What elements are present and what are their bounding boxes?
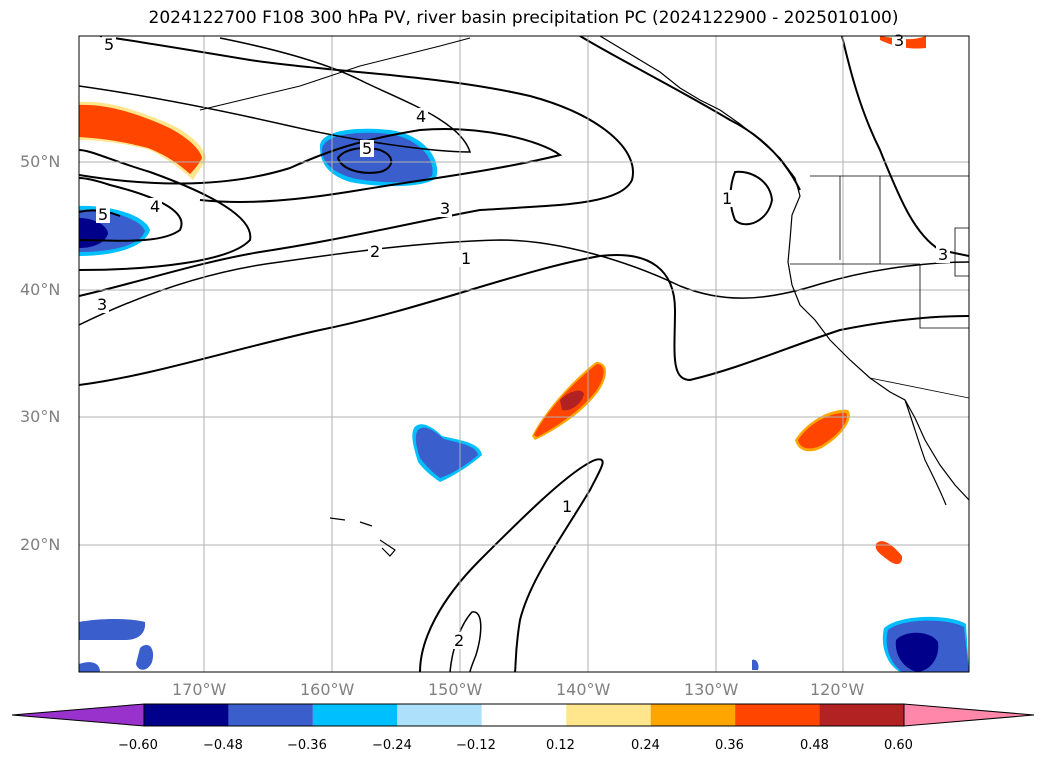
contour-label-bg [102,36,116,53]
map-frame [78,35,970,673]
lon-label-150w: 150°W [428,680,483,699]
contour-labels: 5 5 4 5 4 3 2 1 1 3 3 1 2 3 [95,31,950,650]
contour-label: 3 [938,245,948,264]
contour-label: 3 [97,295,107,314]
aleutian-chain [199,37,471,111]
lat-label-20n: 20°N [20,535,61,554]
border-box [954,227,969,277]
pos-region-strong [79,104,202,174]
colorbar-tick: −0.60 [118,738,158,753]
contour-4-left [79,177,183,242]
ocean-background [79,36,969,672]
contour-label-bg [459,250,473,267]
colorbar-tick: 0.60 [884,738,913,753]
colorbar-frame [143,703,905,727]
contour-3-left [79,149,252,271]
lon-label-170w: 170°W [172,680,227,699]
colorbar-extend-high [903,703,1035,727]
contour-4-mid [79,128,563,203]
north-america-coast [599,36,969,501]
state-borders [790,175,969,329]
contour-label-bg [438,200,452,217]
contour-2 [79,36,634,297]
contour-label-bg [96,206,110,223]
neg-region-mid [415,427,478,478]
lat-label-40n: 40°N [20,280,61,299]
contour-label-bg [148,198,162,215]
colorbar-tick: 0.24 [631,738,660,753]
colorbar-segment [566,704,651,726]
lon-label-120w: 120°W [810,680,865,699]
contour-label: 5 [104,35,114,54]
contour-label: 4 [150,197,160,216]
colorbar-segment [819,704,904,726]
lat-label-30n: 30°N [20,407,61,426]
colorbar-segment [312,704,398,726]
colorbar-segment [228,704,313,726]
contour-coast-north [579,36,801,191]
contour-label: 2 [370,242,380,261]
map-title: 2024122700 F108 300 hPa PV, river basin … [148,8,899,28]
colorbar-tick: 0.12 [546,738,575,753]
contour-label: 1 [461,249,471,268]
contour-label: 1 [722,189,732,208]
colorbar-tick: −0.12 [456,738,496,753]
colorbar-tick: −0.36 [287,738,327,753]
colorbar-segment [144,704,229,726]
contour-label-bg [936,246,950,263]
contour-1 [79,254,969,386]
lat-label-50n: 50°N [20,152,61,171]
colorbar-tick: −0.48 [203,738,243,753]
contour-label-bg [368,243,382,260]
baja-peninsula [904,399,947,506]
colorbar-segment [397,704,482,726]
contour-label: 5 [362,139,372,158]
neg-region-strong [895,632,939,672]
contour-label: 2 [454,631,464,650]
pos-region-max [560,390,584,411]
contour-label: 3 [440,199,450,218]
contour-label-bg [452,632,466,649]
colorbar-tick: −0.24 [372,738,412,753]
neg-region-mid [752,659,759,670]
gridlines [79,36,969,672]
colorbar [11,703,1035,727]
pos-region-strong [875,541,903,565]
contour-3-right [841,36,969,257]
contour-4-upper [79,37,472,153]
neg-region-mid [136,644,154,670]
neg-region-mid [79,662,100,672]
contour-1-south [419,458,604,672]
colorbar-tick: 0.36 [715,738,744,753]
hawaii-islands [329,517,396,557]
neg-region-mid [79,619,146,640]
contour-label-bg [720,190,734,207]
contour-1b [79,239,969,326]
contour-label: 1 [562,497,572,516]
contour-label: 5 [98,205,108,224]
colorbar-segment [735,704,820,726]
contour-label-bg [95,296,109,313]
contour-label-bg [560,498,574,515]
contour-label-bg [414,108,428,125]
lon-label-130w: 130°W [684,680,739,699]
colorbar-extend-low [11,703,145,727]
contour-label: 3 [894,31,904,50]
colorbar-segment [650,704,736,726]
pos-region-strong [798,412,847,449]
lon-label-140w: 140°W [556,680,611,699]
colorbar-segment [481,704,567,726]
pv-contours [79,36,969,672]
coastlines [199,36,969,557]
mexico-border [869,377,969,399]
map-area [79,36,969,672]
colorbar-tick: 0.48 [800,738,829,753]
contour-label: 4 [416,107,426,126]
lon-label-160w: 160°W [300,680,355,699]
contour-label-bg [360,140,374,157]
